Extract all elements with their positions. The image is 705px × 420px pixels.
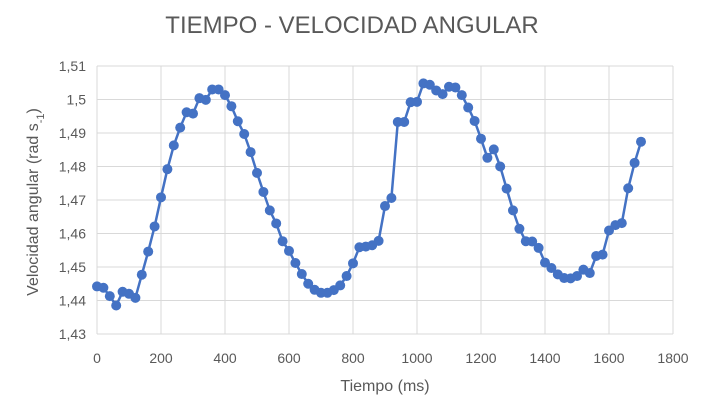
data-point bbox=[380, 201, 390, 212]
data-point bbox=[386, 192, 397, 203]
data-point bbox=[226, 101, 237, 112]
data-point bbox=[533, 242, 544, 253]
x-tick-label: 1200 bbox=[465, 350, 496, 366]
data-point bbox=[584, 268, 595, 279]
data-point bbox=[495, 161, 506, 172]
x-tick-label: 0 bbox=[93, 350, 101, 366]
data-point bbox=[200, 94, 211, 105]
x-tick-label: 1400 bbox=[529, 350, 560, 366]
data-point bbox=[527, 236, 538, 247]
data-point bbox=[162, 164, 173, 175]
data-point bbox=[636, 136, 646, 147]
data-point bbox=[508, 205, 518, 216]
data-point bbox=[373, 235, 384, 246]
data-point bbox=[156, 192, 166, 203]
data-point bbox=[290, 257, 301, 268]
y-tick-label: 1,49 bbox=[59, 125, 86, 141]
data-point bbox=[296, 269, 307, 280]
x-tick-label: 400 bbox=[213, 350, 237, 366]
y-tick-label: 1,47 bbox=[59, 192, 86, 208]
data-point bbox=[514, 223, 525, 234]
data-point bbox=[424, 79, 435, 90]
data-point bbox=[348, 258, 358, 269]
data-point bbox=[130, 292, 141, 303]
data-point bbox=[616, 218, 627, 229]
data-point bbox=[629, 157, 640, 168]
x-tick-label: 600 bbox=[277, 350, 301, 366]
y-axis-label-exponent: -1 bbox=[35, 113, 47, 123]
data-point bbox=[104, 291, 115, 302]
data-point bbox=[220, 90, 230, 101]
data-point bbox=[284, 245, 294, 256]
data-point bbox=[258, 186, 269, 197]
data-point bbox=[456, 90, 467, 101]
data-point bbox=[437, 89, 448, 100]
x-tick-label: 1600 bbox=[593, 350, 624, 366]
y-tick-label: 1,5 bbox=[67, 92, 87, 108]
chart-title: TIEMPO - VELOCIDAD ANGULAR bbox=[165, 12, 538, 39]
y-axis-ticks: 1,43 1,44 1,45 1,46 1,47 1,48 1,49 1,5 1,51 bbox=[59, 58, 86, 342]
data-point bbox=[213, 84, 224, 95]
x-tick-label: 800 bbox=[341, 350, 365, 366]
data-point bbox=[501, 183, 512, 194]
y-axis-label-close: ) bbox=[25, 108, 42, 113]
data-point bbox=[597, 249, 608, 260]
data-point bbox=[149, 221, 160, 232]
x-axis-label: Tiempo (ms) bbox=[340, 378, 429, 395]
data-point bbox=[476, 133, 486, 144]
y-tick-label: 1,45 bbox=[59, 259, 86, 275]
data-point bbox=[168, 140, 179, 151]
x-tick-label: 1800 bbox=[657, 350, 688, 366]
data-point bbox=[572, 271, 582, 282]
data-point bbox=[271, 218, 282, 229]
gridlines bbox=[96, 65, 674, 335]
data-point bbox=[303, 278, 314, 289]
y-tick-label: 1,46 bbox=[59, 226, 86, 242]
data-point bbox=[546, 263, 557, 274]
y-axis-label: Velocidad angular (rad s-1) bbox=[25, 108, 47, 296]
y-axis-label-main: Velocidad angular (rad s bbox=[25, 123, 42, 296]
data-point bbox=[482, 152, 493, 163]
data-point bbox=[412, 96, 422, 107]
data-point bbox=[341, 271, 352, 282]
x-tick-label: 1000 bbox=[401, 350, 432, 366]
data-point bbox=[277, 236, 288, 247]
data-point bbox=[469, 115, 480, 126]
y-tick-label: 1,51 bbox=[59, 58, 86, 74]
data-point bbox=[98, 282, 109, 293]
data-point bbox=[399, 116, 410, 127]
data-point bbox=[175, 122, 186, 133]
data-point bbox=[264, 205, 275, 216]
data-point bbox=[188, 108, 198, 119]
series-group bbox=[92, 78, 646, 311]
data-point bbox=[232, 116, 243, 127]
y-tick-label: 1,48 bbox=[59, 159, 86, 175]
data-point bbox=[239, 129, 250, 140]
data-point bbox=[488, 144, 499, 155]
data-point bbox=[136, 269, 147, 280]
data-point bbox=[335, 280, 346, 291]
data-point bbox=[450, 82, 461, 93]
y-tick-label: 1,43 bbox=[59, 326, 86, 342]
data-point bbox=[623, 183, 634, 194]
data-point bbox=[245, 147, 256, 158]
data-point bbox=[463, 102, 474, 113]
data-point bbox=[143, 246, 154, 257]
y-tick-label: 1,44 bbox=[59, 293, 86, 309]
x-axis-ticks: 0 200 400 600 800 1000 1200 1400 1600 1800 bbox=[93, 350, 689, 366]
data-point bbox=[252, 167, 262, 178]
data-point bbox=[111, 300, 122, 311]
x-tick-label: 200 bbox=[149, 350, 173, 366]
